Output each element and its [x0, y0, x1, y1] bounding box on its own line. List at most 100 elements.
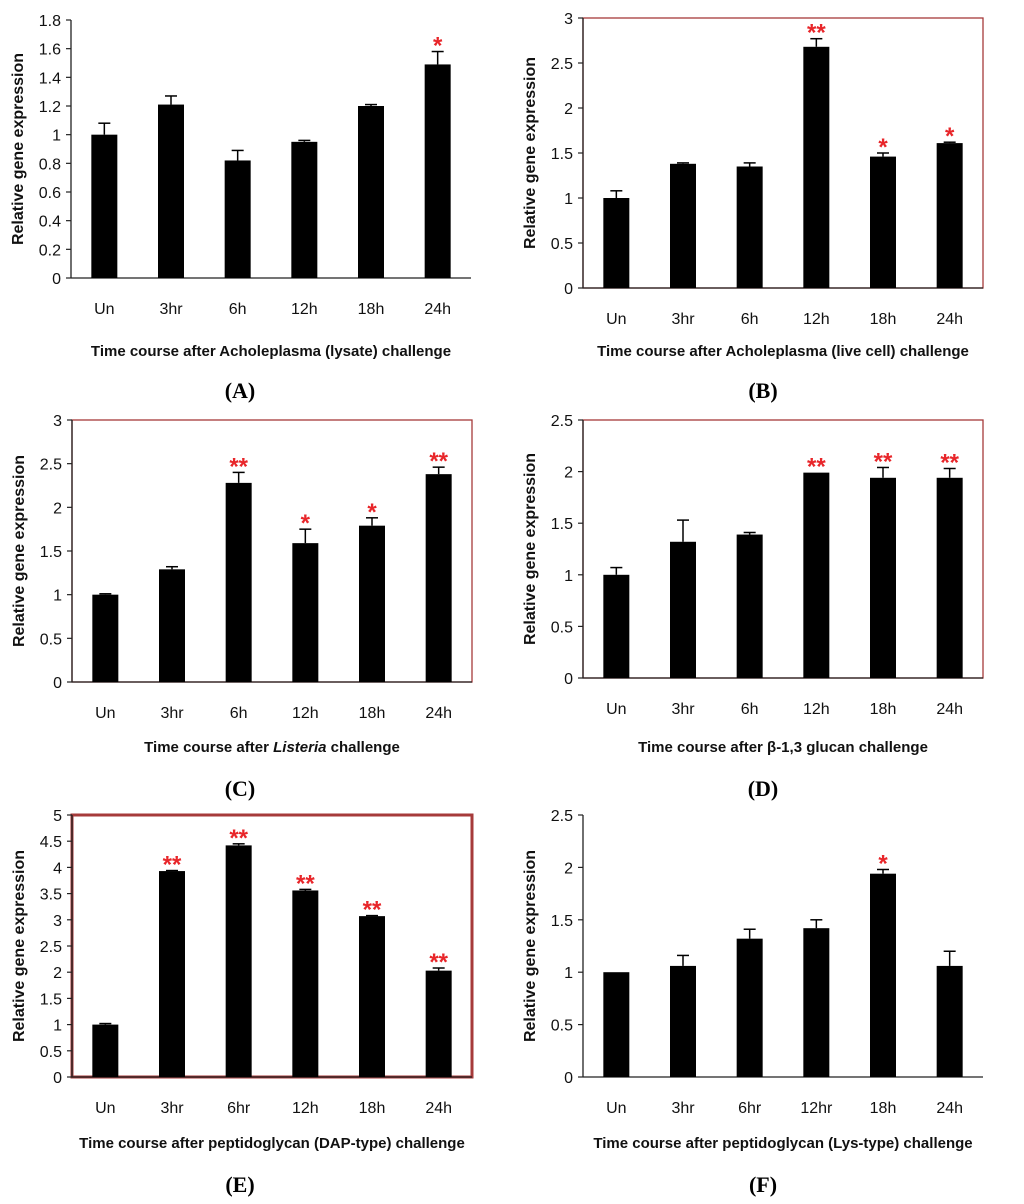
y-tick-label: 2.5: [551, 56, 573, 73]
y-tick-label: 0: [564, 281, 573, 298]
x-tick-label: Un: [606, 701, 626, 718]
panel-label: (E): [225, 1172, 254, 1197]
x-tick-label: 12h: [292, 1100, 319, 1117]
plot-frame: [71, 419, 473, 683]
chart-panel: 0 0.5 1 1.5 2 2.5 3 Un 3hr 6h ** 12h * 18h * 24h Relativ…: [522, 11, 984, 403]
bar: [291, 141, 318, 278]
y-tick-label: 2.5: [40, 939, 62, 956]
y-tick-label: 0.8: [39, 156, 61, 173]
y-tick-label: 3: [564, 11, 573, 28]
x-tick-label: 18h: [870, 1100, 897, 1117]
y-tick-label: 1: [52, 128, 61, 145]
x-tick-label: Un: [606, 311, 626, 328]
y-tick-label: 1.5: [551, 913, 573, 930]
y-tick-label: 2: [564, 101, 573, 118]
x-axis-title-text: Time course after peptidoglycan (Lys-typ…: [593, 1135, 972, 1152]
y-tick-label: 0: [52, 271, 61, 288]
significance-marker: **: [429, 949, 448, 976]
significance-marker: **: [363, 897, 382, 924]
x-tick-label: Un: [95, 1100, 115, 1117]
y-tick-label: 0.5: [551, 619, 573, 636]
plot-frame: [70, 813, 474, 1079]
x-tick-label: 24h: [425, 705, 452, 722]
x-tick-label: 3hr: [671, 1100, 695, 1117]
y-tick-label: 2: [53, 965, 62, 982]
significance-marker: **: [429, 448, 448, 475]
x-tick-label: 12h: [292, 705, 319, 722]
x-axis-title: Time course after Acholeplasma (lysate) …: [91, 343, 451, 360]
x-axis-title: Time course after Acholeplasma (live cel…: [597, 343, 969, 360]
y-tick-label: 1.5: [551, 146, 573, 163]
x-axis-title: Time course after peptidoglycan (DAP-typ…: [79, 1135, 465, 1152]
x-tick-label: 24h: [425, 1100, 452, 1117]
y-tick-label: 0.5: [551, 1018, 573, 1035]
significance-marker: **: [229, 453, 248, 480]
panel-label: (B): [748, 378, 777, 403]
bar: [425, 970, 452, 1077]
bar: [870, 477, 896, 678]
x-axis-title-suffix: challenge: [326, 739, 399, 756]
x-axis-title: Time course after peptidoglycan (Lys-typ…: [593, 1135, 972, 1152]
x-axis-title-text: Time course after Acholeplasma (live cel…: [597, 343, 969, 360]
y-axis-title: Relative gene expression: [522, 57, 539, 249]
bar: [736, 166, 763, 288]
y-tick-label: 1: [564, 191, 573, 208]
bar: [292, 890, 319, 1077]
chart-panel: 0 0.5 1 1.5 2 2.5 Un 3hr 6h ** 12h ** 18h ** 24h Relati…: [522, 413, 984, 801]
bar: [736, 534, 763, 678]
x-tick-label: 18h: [358, 301, 385, 318]
y-tick-label: 1.5: [551, 516, 573, 533]
y-tick-label: 1.5: [40, 991, 62, 1008]
x-axis-title: Time course after Listeria challenge: [144, 739, 400, 756]
x-tick-label: 3hr: [159, 301, 183, 318]
y-tick-label: 2: [564, 860, 573, 877]
x-tick-label: 3hr: [671, 311, 695, 328]
chart-panel: 0 0.2 0.4 0.6 0.8 1 1.2 1.4 1.6 1.8 Un 3hr 6h 12h 18h *…: [10, 13, 472, 403]
x-tick-label: 6h: [741, 311, 759, 328]
plot-frame: [582, 814, 984, 1078]
y-tick-label: 1: [53, 588, 62, 605]
y-tick-label: 1.5: [40, 544, 62, 561]
bar: [670, 965, 696, 1077]
significance-marker: *: [433, 33, 443, 60]
x-tick-label: Un: [95, 705, 115, 722]
significance-marker: *: [878, 850, 888, 877]
bar: [803, 472, 830, 678]
x-tick-label: 12h: [803, 701, 830, 718]
bar: [92, 1024, 119, 1077]
y-tick-label: 2.5: [40, 457, 62, 474]
significance-marker: **: [807, 20, 826, 47]
y-tick-label: 4: [53, 860, 62, 877]
plot-frame: [582, 17, 984, 289]
y-tick-label: 0.5: [551, 236, 573, 253]
y-tick-label: 3.5: [40, 887, 62, 904]
x-tick-label: 6hr: [227, 1100, 251, 1117]
bar: [158, 104, 184, 278]
x-tick-label: 3hr: [160, 705, 184, 722]
x-tick-label: 3hr: [671, 701, 695, 718]
bar: [603, 574, 630, 678]
x-axis-title-text: Time course after peptidoglycan (DAP-typ…: [79, 1135, 465, 1152]
y-tick-label: 1.4: [39, 70, 61, 87]
bar: [424, 64, 451, 278]
x-axis-title-text: Time course after: [144, 739, 273, 756]
plot-frame: [582, 419, 984, 679]
bar: [359, 916, 385, 1077]
bar: [225, 482, 252, 682]
x-axis-title-text: Time course after Acholeplasma (lysate) …: [91, 343, 451, 360]
panel-label: (A): [225, 378, 256, 403]
x-tick-label: Un: [606, 1100, 626, 1117]
y-axis-title: Relative gene expression: [11, 455, 28, 647]
bar: [358, 106, 384, 278]
significance-marker: *: [301, 510, 311, 537]
significance-marker: *: [367, 499, 377, 526]
chart-panel: 0 0.5 1 1.5 2 2.5 Un 3hr 6hr 12hr * 18h 24h Relative …: [522, 808, 984, 1197]
y-axis-title: Relative gene expression: [11, 850, 28, 1042]
x-tick-label: 6h: [741, 701, 759, 718]
bar: [224, 160, 251, 278]
bar: [870, 873, 896, 1077]
bar: [870, 156, 896, 288]
y-tick-label: 3: [53, 413, 62, 430]
y-tick-label: 5: [53, 808, 62, 825]
